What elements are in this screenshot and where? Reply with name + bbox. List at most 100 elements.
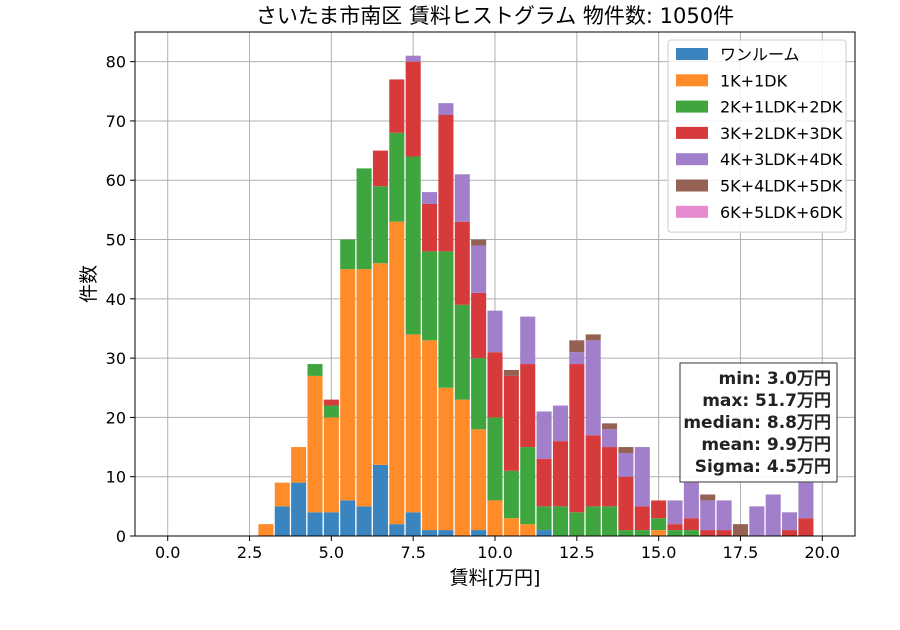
stats-line: mean: 9.9万円 [701, 435, 831, 455]
bar-segment [536, 530, 552, 536]
bar-segment [732, 524, 748, 536]
bar-segment [602, 423, 618, 430]
bar-segment [667, 524, 683, 531]
legend-label: 2K+1LDK+2DK [720, 98, 843, 117]
bar-segment [389, 132, 405, 222]
bar-segment [323, 405, 339, 418]
legend-label: ワンルーム [720, 45, 800, 64]
bar-segment [683, 482, 699, 519]
bar-segment [405, 156, 421, 335]
bar-segment [340, 500, 356, 536]
bar-segment [520, 316, 536, 365]
bar-segment [618, 476, 634, 531]
bar-segment [782, 512, 798, 531]
bar-segment [372, 464, 388, 536]
bar-segment [569, 512, 585, 536]
legend-swatch [676, 48, 708, 60]
y-axis-ticks: 0 10 20 30 40 50 60 70 80 [106, 53, 135, 546]
bar-segment [405, 55, 421, 62]
bar-segment [700, 494, 716, 501]
bar-segment [536, 458, 552, 507]
bar-segment [520, 447, 536, 525]
y-tick-label: 40 [106, 290, 126, 309]
bar-segment [389, 524, 405, 536]
bar-segment [422, 340, 438, 531]
bar-segment [585, 435, 601, 507]
bar-segment [340, 269, 356, 501]
stacked-bars [258, 55, 814, 536]
x-tick-label: 10.0 [477, 543, 513, 562]
bar-segment [307, 364, 323, 376]
bar-segment [258, 524, 274, 536]
legend-label: 1K+1DK [720, 71, 788, 90]
bar-segment [618, 447, 634, 453]
x-axis-label: 賃料[万円] [450, 567, 541, 589]
bar-segment [405, 61, 421, 157]
bar-segment [569, 352, 585, 365]
bar-segment [487, 352, 503, 418]
y-tick-label: 60 [106, 171, 126, 190]
bar-segment [438, 103, 454, 116]
bar-segment [618, 530, 634, 536]
bar-segment [536, 411, 552, 459]
bar-segment [487, 310, 503, 353]
bar-segment [372, 263, 388, 465]
stats-line: Sigma: 4.5万円 [695, 457, 831, 477]
bar-segment [602, 429, 618, 448]
bar-segment [422, 192, 438, 204]
bar-segment [651, 500, 667, 519]
legend-swatch [676, 179, 708, 192]
bar-segment [454, 221, 470, 305]
bar-segment [372, 150, 388, 187]
bar-segment [454, 174, 470, 222]
bar-segment [765, 494, 781, 536]
bar-segment [700, 500, 716, 531]
bar-segment [569, 340, 585, 353]
bar-segment [503, 518, 519, 536]
bar-segment [471, 239, 487, 246]
bar-segment [323, 512, 339, 536]
x-tick-label: 7.5 [400, 543, 425, 562]
bar-segment [520, 364, 536, 448]
legend-swatch [676, 153, 708, 166]
x-tick-label: 20.0 [804, 543, 840, 562]
bar-segment [405, 334, 421, 513]
bar-segment [471, 245, 487, 293]
bar-segment [438, 115, 454, 252]
bar-segment [651, 518, 667, 531]
bar-segment [389, 79, 405, 133]
bar-segment [651, 530, 667, 536]
bar-segment [372, 186, 388, 264]
bar-segment [471, 429, 487, 531]
bar-segment [323, 417, 339, 513]
y-tick-label: 20 [106, 408, 126, 427]
bar-segment [798, 518, 814, 536]
x-tick-label: 5.0 [319, 543, 344, 562]
bar-segment [340, 239, 356, 270]
bar-segment [471, 530, 487, 536]
bar-segment [716, 500, 732, 531]
legend-swatch [676, 74, 708, 87]
legend-label: 4K+3LDK+4DK [720, 150, 843, 169]
bar-segment [422, 251, 438, 341]
y-tick-label: 0 [116, 527, 126, 546]
bar-segment [552, 441, 568, 507]
x-tick-label: 0.0 [155, 543, 180, 562]
legend-swatch [676, 100, 708, 113]
bar-segment [503, 470, 519, 519]
y-axis-label: 件数 [78, 265, 100, 303]
bar-segment [438, 251, 454, 388]
bar-segment [585, 334, 601, 341]
bar-segment [438, 530, 454, 536]
bar-segment [716, 530, 732, 536]
y-tick-label: 30 [106, 349, 126, 368]
bar-segment [634, 506, 650, 531]
bar-segment [274, 482, 290, 507]
bar-segment [454, 304, 470, 400]
legend-label: 3K+2LDK+3DK [720, 124, 843, 143]
legend-swatch [676, 126, 708, 139]
bar-segment [487, 500, 503, 536]
bar-segment [471, 358, 487, 430]
bar-segment [356, 269, 372, 507]
